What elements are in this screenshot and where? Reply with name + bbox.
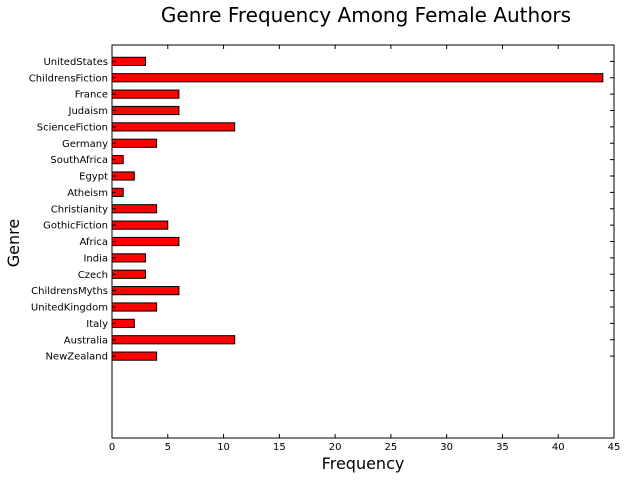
y-tick-label: Germany: [62, 139, 108, 150]
plot-frame: [111, 44, 615, 439]
bar: [111, 73, 604, 83]
y-tick-label: UnitedStates: [43, 57, 108, 68]
y-tick-label: Italy: [86, 319, 108, 330]
x-tick-label: 45: [608, 442, 621, 453]
x-tick-label: 30: [440, 442, 453, 453]
y-tick-label: Egypt: [79, 172, 108, 183]
x-tick-label: 35: [496, 442, 509, 453]
y-tick-label: ChildrensMyths: [31, 286, 108, 297]
chart-title: Genre Frequency Among Female Authors: [161, 3, 571, 27]
bar: [111, 253, 146, 263]
bar: [111, 236, 180, 247]
y-tick-label: Atheism: [67, 188, 108, 199]
y-tick-label: Africa: [79, 237, 108, 248]
bar: [111, 335, 236, 345]
bar: [111, 286, 180, 296]
y-tick-label: NewZealand: [45, 352, 108, 363]
y-tick-label: Christianity: [51, 204, 108, 215]
x-tick-label: 20: [329, 442, 342, 453]
ticks-layer: NewZealand Australia Italy UnitedKingdom Chi…: [29, 45, 621, 453]
y-tick-label: ScienceFiction: [37, 122, 108, 133]
x-tick-label: 0: [109, 442, 115, 453]
y-tick-label: Czech: [78, 270, 108, 281]
bar: [111, 89, 180, 99]
y-tick-label: UnitedKingdom: [31, 303, 108, 314]
y-tick-label: Australia: [64, 335, 108, 346]
bar: [111, 56, 146, 66]
bar: [111, 269, 146, 279]
bars-layer: [111, 56, 604, 361]
x-tick-label: 25: [385, 442, 398, 453]
x-tick-label: 10: [217, 442, 230, 453]
y-tick-label: India: [83, 253, 108, 264]
bar: [111, 351, 158, 361]
y-axis-title: Genre: [4, 219, 23, 267]
x-axis-title: Frequency: [322, 454, 405, 473]
bar: [111, 138, 158, 148]
x-tick-label: 5: [165, 442, 171, 453]
bar: [111, 105, 180, 116]
y-tick-label: Judaism: [68, 106, 109, 117]
y-tick-label: France: [75, 90, 108, 101]
x-tick-label: 40: [552, 442, 565, 453]
y-tick-label: SouthAfrica: [50, 155, 108, 166]
bar: [111, 302, 158, 312]
x-tick-label: 15: [273, 442, 286, 453]
y-tick-label: ChildrensFiction: [29, 73, 108, 84]
bar: [111, 204, 158, 214]
bar: [111, 220, 169, 230]
bar: [111, 122, 236, 132]
y-tick-label: GothicFiction: [43, 221, 108, 232]
